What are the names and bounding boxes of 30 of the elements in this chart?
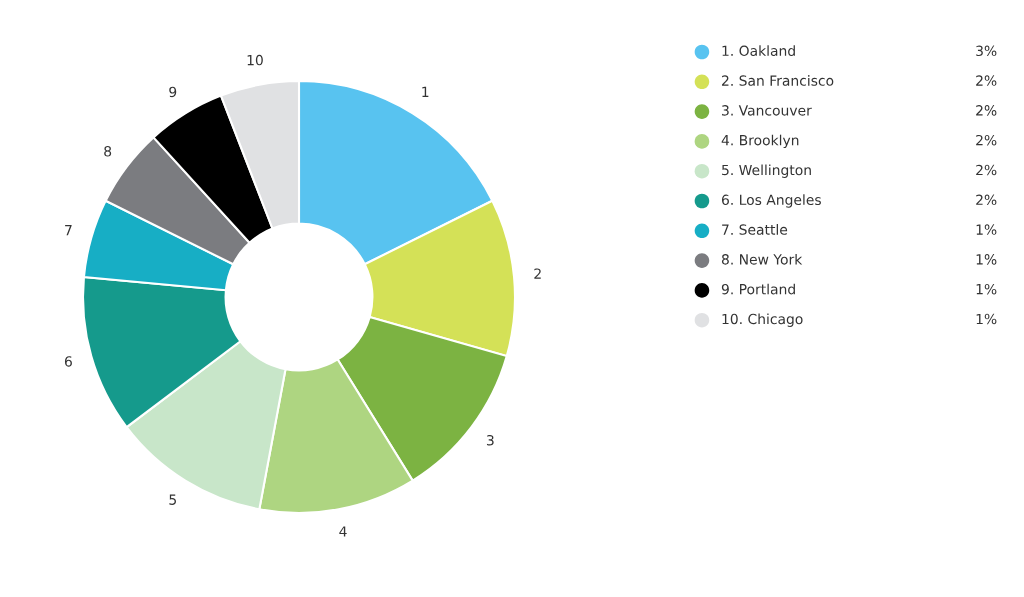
text: 10 xyxy=(247,54,263,66)
legend-label: 2. San Francisco xyxy=(722,75,834,86)
legend-label: 1. Oakland xyxy=(722,45,795,57)
data-label: 1% xyxy=(976,224,997,235)
text: 8 xyxy=(104,146,112,157)
legend-label: 7. Seattle xyxy=(722,224,788,235)
data-label: 1% xyxy=(976,254,997,265)
legend-label: 5. Wellington xyxy=(722,164,811,178)
legend-label: 10. Chicago xyxy=(722,313,803,327)
text: 5 xyxy=(169,494,176,505)
text: 2 xyxy=(534,268,541,279)
data-label: 2% xyxy=(976,164,997,176)
data-label: 2% xyxy=(976,134,997,146)
legend-label: 3. Vancouver xyxy=(722,105,812,116)
text: 9 xyxy=(169,86,177,98)
data-label: 2% xyxy=(976,75,997,86)
text: 4 xyxy=(339,526,347,537)
text: 6 xyxy=(64,356,72,367)
text: 1 xyxy=(422,86,429,97)
data-label: 1% xyxy=(976,283,997,295)
text: 7 xyxy=(65,225,72,236)
legend-label: 8. New York xyxy=(721,253,803,265)
data-label: 2% xyxy=(976,194,997,206)
data-label: 1% xyxy=(976,313,997,325)
legend-label: 4. Brooklyn xyxy=(721,134,799,149)
legend-label: 9. Portland xyxy=(721,283,795,295)
text: 3 xyxy=(486,435,494,446)
data-label: 2% xyxy=(976,105,997,116)
data-label: 3% xyxy=(976,45,997,57)
legend-label: 6. Los Angeles xyxy=(721,194,821,208)
